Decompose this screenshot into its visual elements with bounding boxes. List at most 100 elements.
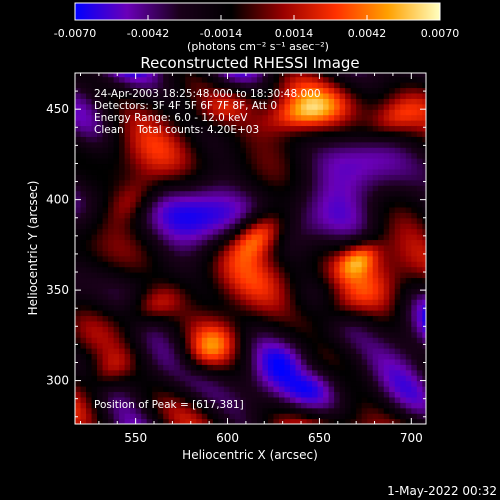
heatmap-cell [317, 239, 324, 246]
heatmap-cell [168, 168, 175, 175]
heatmap-cell [207, 168, 214, 175]
heatmap-cell [179, 396, 186, 403]
heatmap-cell [394, 337, 401, 344]
heatmap-cell [179, 73, 186, 78]
heatmap-cell [361, 223, 368, 230]
heatmap-cell [416, 277, 423, 284]
heatmap-cell [273, 342, 280, 349]
heatmap-cell [152, 168, 159, 175]
heatmap-cell [152, 315, 159, 322]
heatmap-cell [163, 288, 170, 295]
heatmap-cell [328, 152, 335, 159]
heatmap-cell [334, 206, 341, 213]
heatmap-cell [295, 201, 302, 208]
heatmap-cell [400, 353, 407, 360]
heatmap-cell [146, 244, 153, 251]
heatmap-cell [113, 310, 120, 317]
heatmap-cell [383, 114, 390, 121]
heatmap-cell [273, 206, 280, 213]
heatmap-cell [411, 163, 418, 170]
heatmap-cell [119, 206, 126, 213]
heatmap-cell [317, 223, 324, 230]
heatmap-cell [345, 223, 352, 230]
heatmap-cell [273, 234, 280, 241]
heatmap-cell [124, 223, 131, 230]
heatmap-cell [400, 82, 407, 89]
heatmap-cell [146, 92, 153, 99]
heatmap-cell [356, 375, 363, 382]
heatmap-cell [102, 196, 109, 203]
heatmap-cell [383, 174, 390, 181]
heatmap-cell [196, 239, 203, 246]
heatmap-cell [152, 391, 159, 398]
heatmap-cell [356, 407, 363, 414]
heatmap-cell [405, 82, 412, 89]
heatmap-cell [234, 223, 241, 230]
colorbar-ticks: -0.0070 -0.0042 -0.0014 0.0014 0.0042 0.0070 [54, 15, 459, 40]
heatmap-cell [317, 315, 324, 322]
heatmap-cell [190, 212, 197, 219]
heatmap-cell [267, 228, 275, 235]
heatmap-cell [119, 282, 126, 289]
heatmap-cell [179, 293, 186, 300]
heatmap-cell [124, 206, 131, 213]
heatmap-cell [245, 109, 253, 116]
heatmap-cell [245, 250, 253, 257]
heatmap-cell [422, 201, 426, 208]
heatmap-cell [168, 386, 175, 393]
heatmap-cell [301, 152, 308, 159]
heatmap-cell [152, 82, 159, 89]
heatmap-cell [130, 386, 137, 393]
heatmap-cell [185, 174, 192, 181]
heatmap-cell [323, 163, 330, 170]
heatmap-cell [157, 326, 164, 333]
heatmap-cell [207, 277, 214, 284]
heatmap-cell [312, 92, 319, 99]
heatmap-cell [212, 391, 219, 398]
heatmap-cell [323, 348, 330, 355]
heatmap-cell [240, 299, 247, 306]
heatmap-cell [251, 255, 258, 262]
heatmap-cell [190, 282, 197, 289]
heatmap-cell [306, 326, 313, 333]
heatmap-cell [334, 174, 341, 181]
heatmap-cell [422, 255, 426, 262]
heatmap-cell [212, 326, 219, 333]
heatmap-cell [350, 250, 357, 257]
heatmap-cell [201, 418, 208, 424]
heatmap-cell [240, 310, 247, 317]
heatmap-cell [190, 201, 197, 208]
heatmap-cell [119, 418, 126, 424]
heatmap-cell [367, 223, 374, 230]
heatmap-cell [97, 190, 104, 197]
heatmap-cell [345, 369, 352, 376]
heatmap-cell [234, 228, 241, 235]
heatmap-cell [328, 342, 335, 349]
heatmap-cell [367, 196, 374, 203]
heatmap-cell [152, 120, 159, 127]
heatmap-cell [278, 163, 286, 170]
heatmap-cell [179, 168, 186, 175]
heatmap-cell [312, 250, 319, 257]
heatmap-cell [273, 358, 280, 365]
heatmap-cell [345, 261, 352, 268]
heatmap-cell [267, 212, 275, 219]
heatmap-cell [411, 239, 418, 246]
heatmap-cell [312, 375, 319, 382]
heatmap-cell [262, 152, 269, 159]
heatmap-cell [80, 217, 87, 224]
heatmap-cell [80, 206, 87, 213]
heatmap-cell [141, 73, 148, 78]
heatmap-cell [356, 130, 363, 137]
heatmap-cell [75, 413, 82, 420]
heatmap-cell [251, 92, 258, 99]
heatmap-cell [91, 407, 98, 414]
heatmap-cell [97, 375, 104, 382]
heatmap-cell [108, 364, 115, 371]
heatmap-cell [389, 174, 396, 181]
heatmap-cell [400, 87, 407, 94]
heatmap-cell [361, 168, 368, 175]
heatmap-cell [163, 342, 170, 349]
heatmap-cell [400, 114, 407, 121]
heatmap-cell [146, 380, 153, 387]
